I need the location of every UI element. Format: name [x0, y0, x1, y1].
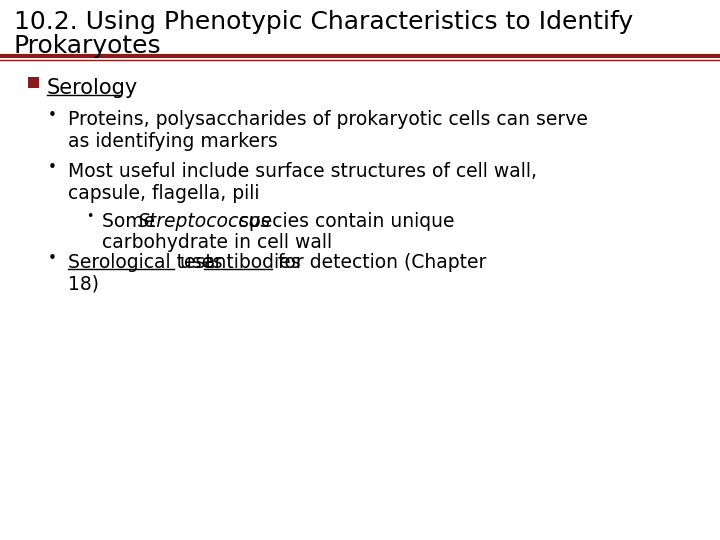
Text: 10.2. Using Phenotypic Characteristics to Identify: 10.2. Using Phenotypic Characteristics t… — [14, 10, 633, 34]
Text: Most useful include surface structures of cell wall,
capsule, flagella, pili: Most useful include surface structures o… — [68, 162, 537, 203]
Text: for detection (Chapter: for detection (Chapter — [272, 253, 487, 272]
Text: •: • — [86, 210, 94, 223]
Text: 18): 18) — [68, 274, 99, 293]
Text: Some: Some — [102, 212, 161, 231]
Text: Serological tests: Serological tests — [68, 253, 222, 272]
Text: Streptococcus: Streptococcus — [138, 212, 271, 231]
Bar — [28, 77, 39, 87]
Text: Serology: Serology — [47, 78, 138, 98]
Text: •: • — [48, 108, 56, 123]
Text: use: use — [174, 253, 220, 272]
Text: carbohydrate in cell wall: carbohydrate in cell wall — [102, 233, 332, 252]
Text: •: • — [48, 251, 56, 266]
Text: species contain unique: species contain unique — [233, 212, 454, 231]
Text: Proteins, polysaccharides of prokaryotic cells can serve
as identifying markers: Proteins, polysaccharides of prokaryotic… — [68, 110, 588, 151]
Text: Prokaryotes: Prokaryotes — [14, 34, 161, 58]
Text: •: • — [48, 160, 56, 175]
Text: antibodies: antibodies — [204, 253, 302, 272]
